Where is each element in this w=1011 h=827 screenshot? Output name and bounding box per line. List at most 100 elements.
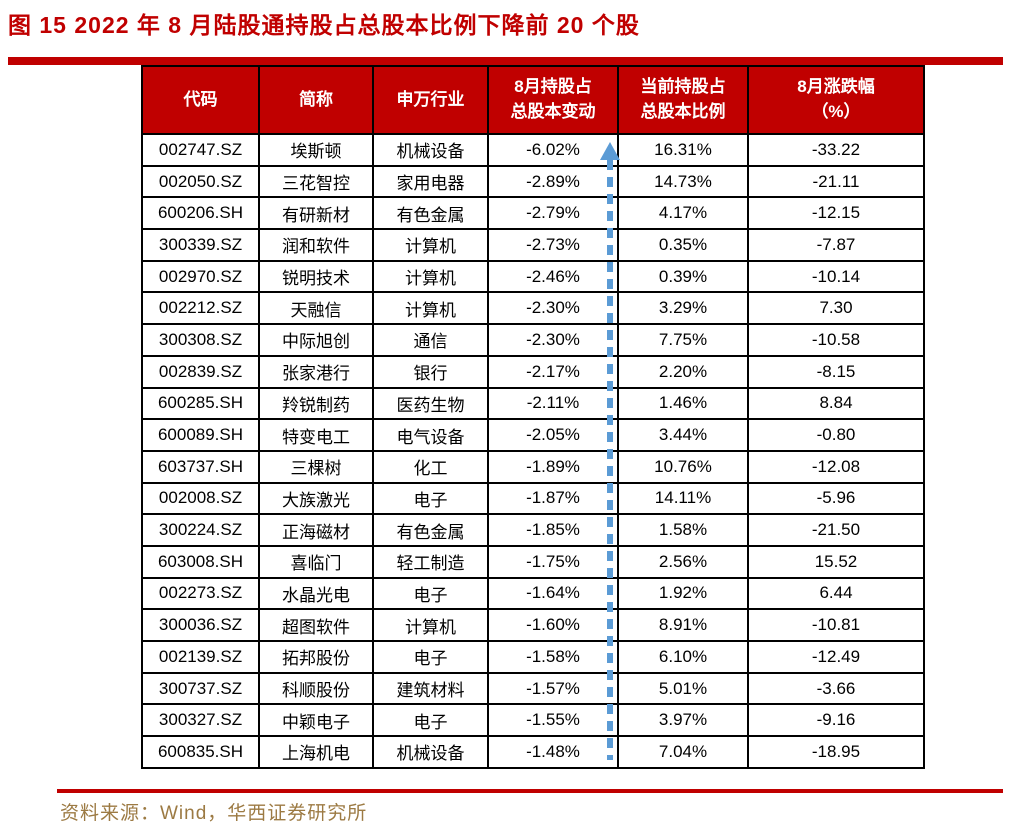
table-row: 300737.SZ 科顺股份 建筑材料 -1.57% 5.01% -3.66 bbox=[141, 671, 925, 706]
top-divider bbox=[8, 57, 1003, 65]
ratio-cell: 16.31% bbox=[617, 133, 749, 167]
code-cell: 600089.SH bbox=[141, 418, 260, 452]
table-row: 002212.SZ 天融信 计算机 -2.30% 3.29% 7.30 bbox=[141, 291, 925, 326]
industry-cell: 计算机 bbox=[372, 259, 489, 294]
pct-change-cell: -10.58 bbox=[747, 323, 925, 357]
ratio-cell: 2.56% bbox=[617, 544, 749, 579]
table-row: 300224.SZ 正海磁材 有色金属 -1.85% 1.58% -21.50 bbox=[141, 513, 925, 547]
pct-change-cell: -12.08 bbox=[747, 449, 925, 484]
industry-cell: 电子 bbox=[372, 703, 489, 738]
name-cell: 三花智控 bbox=[258, 164, 374, 199]
name-cell: 喜临门 bbox=[258, 544, 374, 579]
code-cell: 603737.SH bbox=[141, 449, 260, 484]
table-row: 300036.SZ 超图软件 计算机 -1.60% 8.91% -10.81 bbox=[141, 608, 925, 642]
table-header: 代码 简称 申万行业 8月持股占 总股本变动 当前持股占 总股本比例 8月涨跌幅… bbox=[141, 65, 925, 135]
change-cell: -1.87% bbox=[487, 481, 619, 516]
pct-change-cell: -9.16 bbox=[747, 703, 925, 738]
table-row: 002839.SZ 张家港行 银行 -2.17% 2.20% -8.15 bbox=[141, 354, 925, 389]
table-row: 600206.SH 有研新材 有色金属 -2.79% 4.17% -12.15 bbox=[141, 196, 925, 231]
pct-change-cell: 8.84 bbox=[747, 386, 925, 421]
table-row: 002273.SZ 水晶光电 电子 -1.64% 1.92% 6.44 bbox=[141, 576, 925, 611]
code-cell: 002747.SZ bbox=[141, 133, 260, 167]
table-row: 600835.SH 上海机电 机械设备 -1.48% 7.04% -18.95 bbox=[141, 735, 925, 769]
ratio-cell: 7.75% bbox=[617, 323, 749, 357]
ratio-cell: 8.91% bbox=[617, 608, 749, 642]
code-cell: 002839.SZ bbox=[141, 354, 260, 389]
table-row: 603737.SH 三棵树 化工 -1.89% 10.76% -12.08 bbox=[141, 449, 925, 484]
header-change: 8月持股占 总股本变动 bbox=[487, 65, 619, 135]
industry-cell: 轻工制造 bbox=[372, 544, 489, 579]
table-row: 002050.SZ 三花智控 家用电器 -2.89% 14.73% -21.11 bbox=[141, 164, 925, 199]
industry-cell: 计算机 bbox=[372, 608, 489, 642]
code-cell: 002139.SZ bbox=[141, 640, 260, 674]
change-cell: -6.02% bbox=[487, 133, 619, 167]
name-cell: 锐明技术 bbox=[258, 259, 374, 294]
name-cell: 科顺股份 bbox=[258, 671, 374, 706]
header-name: 简称 bbox=[258, 65, 374, 135]
code-cell: 002050.SZ bbox=[141, 164, 260, 199]
pct-change-cell: -12.15 bbox=[747, 196, 925, 231]
code-cell: 002212.SZ bbox=[141, 291, 260, 326]
pct-change-cell: -0.80 bbox=[747, 418, 925, 452]
name-cell: 水晶光电 bbox=[258, 576, 374, 611]
change-cell: -2.30% bbox=[487, 291, 619, 326]
ratio-cell: 4.17% bbox=[617, 196, 749, 231]
name-cell: 埃斯顿 bbox=[258, 133, 374, 167]
name-cell: 上海机电 bbox=[258, 735, 374, 769]
name-cell: 有研新材 bbox=[258, 196, 374, 231]
code-cell: 600835.SH bbox=[141, 735, 260, 769]
name-cell: 三棵树 bbox=[258, 449, 374, 484]
table-row: 300339.SZ 润和软件 计算机 -2.73% 0.35% -7.87 bbox=[141, 228, 925, 262]
change-cell: -1.75% bbox=[487, 544, 619, 579]
code-cell: 300339.SZ bbox=[141, 228, 260, 262]
arrow-up-icon bbox=[600, 142, 620, 160]
industry-cell: 有色金属 bbox=[372, 196, 489, 231]
ratio-cell: 3.44% bbox=[617, 418, 749, 452]
pct-change-cell: -5.96 bbox=[747, 481, 925, 516]
industry-cell: 电子 bbox=[372, 481, 489, 516]
pct-change-cell: 7.30 bbox=[747, 291, 925, 326]
name-cell: 中际旭创 bbox=[258, 323, 374, 357]
change-cell: -2.89% bbox=[487, 164, 619, 199]
table-row: 603008.SH 喜临门 轻工制造 -1.75% 2.56% 15.52 bbox=[141, 544, 925, 579]
code-cell: 300327.SZ bbox=[141, 703, 260, 738]
change-cell: -2.05% bbox=[487, 418, 619, 452]
ratio-cell: 14.73% bbox=[617, 164, 749, 199]
change-cell: -1.58% bbox=[487, 640, 619, 674]
ratio-cell: 0.35% bbox=[617, 228, 749, 262]
pct-change-cell: -3.66 bbox=[747, 671, 925, 706]
ratio-cell: 5.01% bbox=[617, 671, 749, 706]
pct-change-cell: -12.49 bbox=[747, 640, 925, 674]
name-cell: 特变电工 bbox=[258, 418, 374, 452]
change-cell: -1.64% bbox=[487, 576, 619, 611]
ratio-cell: 2.20% bbox=[617, 354, 749, 389]
industry-cell: 家用电器 bbox=[372, 164, 489, 199]
name-cell: 润和软件 bbox=[258, 228, 374, 262]
ratio-cell: 6.10% bbox=[617, 640, 749, 674]
change-cell: -1.55% bbox=[487, 703, 619, 738]
change-cell: -2.46% bbox=[487, 259, 619, 294]
header-ratio: 当前持股占 总股本比例 bbox=[617, 65, 749, 135]
name-cell: 中颖电子 bbox=[258, 703, 374, 738]
arrow-dashed-line bbox=[607, 160, 613, 760]
pct-change-cell: -21.50 bbox=[747, 513, 925, 547]
name-cell: 羚锐制药 bbox=[258, 386, 374, 421]
code-cell: 002970.SZ bbox=[141, 259, 260, 294]
ratio-cell: 3.29% bbox=[617, 291, 749, 326]
table-row: 002970.SZ 锐明技术 计算机 -2.46% 0.39% -10.14 bbox=[141, 259, 925, 294]
pct-change-cell: -21.11 bbox=[747, 164, 925, 199]
industry-cell: 电子 bbox=[372, 576, 489, 611]
pct-change-cell: -7.87 bbox=[747, 228, 925, 262]
table-row: 002747.SZ 埃斯顿 机械设备 -6.02% 16.31% -33.22 bbox=[141, 133, 925, 167]
pct-change-cell: -10.81 bbox=[747, 608, 925, 642]
name-cell: 拓邦股份 bbox=[258, 640, 374, 674]
industry-cell: 电气设备 bbox=[372, 418, 489, 452]
header-row: 代码 简称 申万行业 8月持股占 总股本变动 当前持股占 总股本比例 8月涨跌幅… bbox=[141, 65, 925, 135]
bottom-divider bbox=[57, 789, 1003, 793]
code-cell: 300308.SZ bbox=[141, 323, 260, 357]
industry-cell: 机械设备 bbox=[372, 735, 489, 769]
code-cell: 002273.SZ bbox=[141, 576, 260, 611]
change-cell: -2.79% bbox=[487, 196, 619, 231]
name-cell: 天融信 bbox=[258, 291, 374, 326]
